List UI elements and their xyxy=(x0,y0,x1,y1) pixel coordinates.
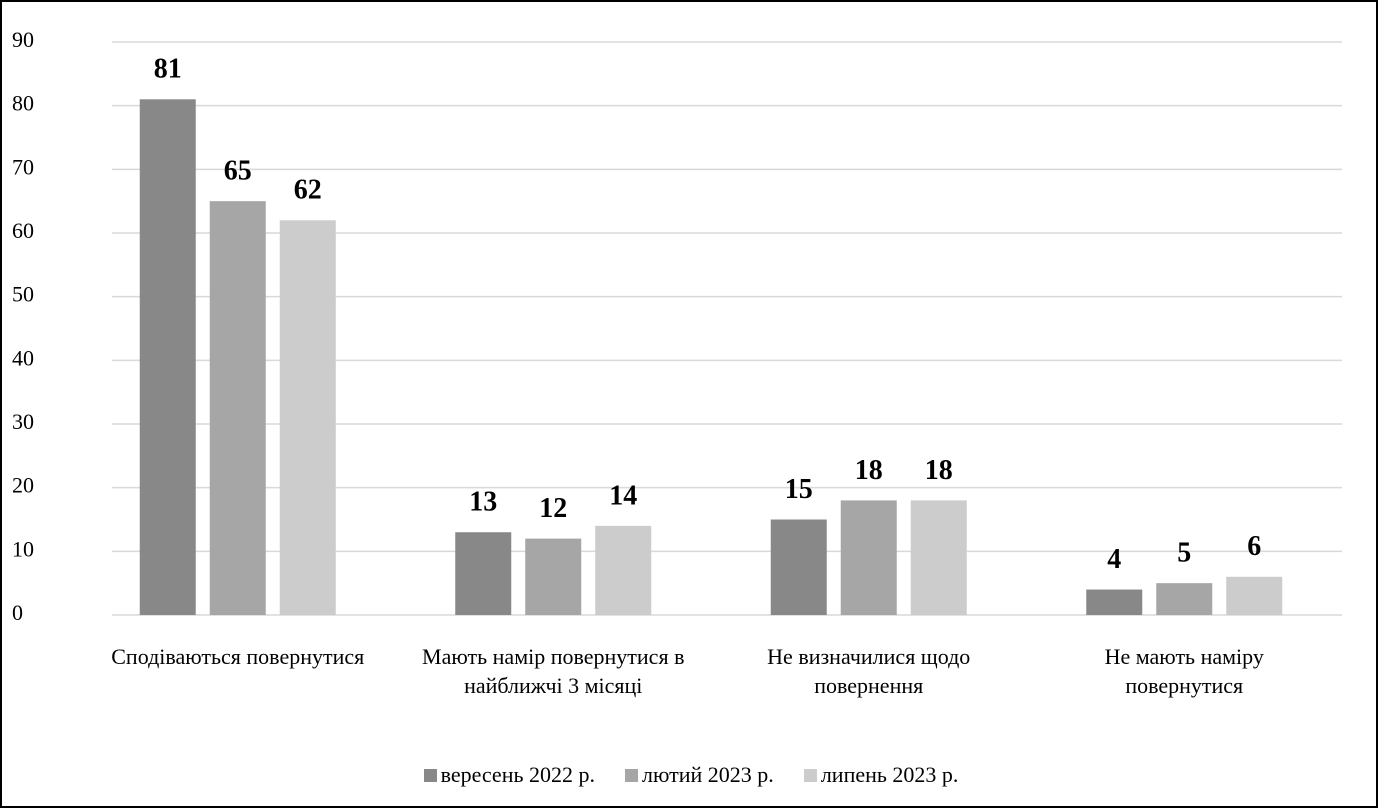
legend: вересень 2022 р. лютий 2023 р. липень 2023… xyxy=(2,762,1378,788)
bar xyxy=(279,220,336,615)
legend-label: лютий 2023 р. xyxy=(642,762,774,787)
y-tick-label: 50 xyxy=(12,282,34,307)
bar xyxy=(209,201,266,615)
data-label: 6 xyxy=(1247,531,1261,562)
y-tick-label: 10 xyxy=(12,536,34,561)
y-tick-label: 90 xyxy=(12,27,34,52)
legend-item: вересень 2022 р. xyxy=(423,762,596,788)
y-tick-label: 30 xyxy=(12,409,34,434)
bar xyxy=(595,525,652,615)
data-label: 15 xyxy=(785,474,813,505)
data-label: 65 xyxy=(224,156,252,187)
legend-swatch xyxy=(625,768,639,782)
bar xyxy=(455,532,512,615)
bar xyxy=(1226,576,1283,615)
data-label: 18 xyxy=(925,455,953,486)
legend-label: вересень 2022 р. xyxy=(440,762,596,787)
data-label: 18 xyxy=(855,455,883,486)
y-tick-label: 40 xyxy=(12,345,34,370)
y-tick-label: 0 xyxy=(12,600,23,625)
x-tick-label: Не визначилися щодо повернення xyxy=(767,644,971,698)
bar xyxy=(910,500,967,615)
data-label: 5 xyxy=(1177,538,1191,569)
y-tick-label: 70 xyxy=(12,154,34,179)
data-label: 62 xyxy=(294,175,322,206)
bar xyxy=(1156,583,1213,615)
data-label: 12 xyxy=(539,493,567,524)
x-tick-label: Не мають наміру повернутися xyxy=(1104,644,1264,698)
bar xyxy=(1086,589,1143,615)
bar xyxy=(525,538,582,615)
legend-swatch xyxy=(423,768,437,782)
x-tick-label: Мають намір повернутися в найближчі 3 мі… xyxy=(422,644,685,698)
y-tick-label: 20 xyxy=(12,473,34,498)
bar xyxy=(770,519,827,615)
data-label: 81 xyxy=(154,54,182,85)
data-label: 13 xyxy=(469,487,497,518)
legend-swatch xyxy=(803,768,817,782)
x-tick-label: Сподіваються повернутися xyxy=(111,644,365,669)
data-label: 4 xyxy=(1107,544,1121,575)
bar xyxy=(840,500,897,615)
legend-item: липень 2023 р. xyxy=(803,762,959,788)
y-tick-label: 60 xyxy=(12,218,34,243)
legend-item: лютий 2023 р. xyxy=(625,762,774,788)
legend-label: липень 2023 р. xyxy=(820,762,959,787)
data-label: 14 xyxy=(609,480,637,511)
bar xyxy=(139,99,196,616)
y-tick-label: 80 xyxy=(12,91,34,116)
